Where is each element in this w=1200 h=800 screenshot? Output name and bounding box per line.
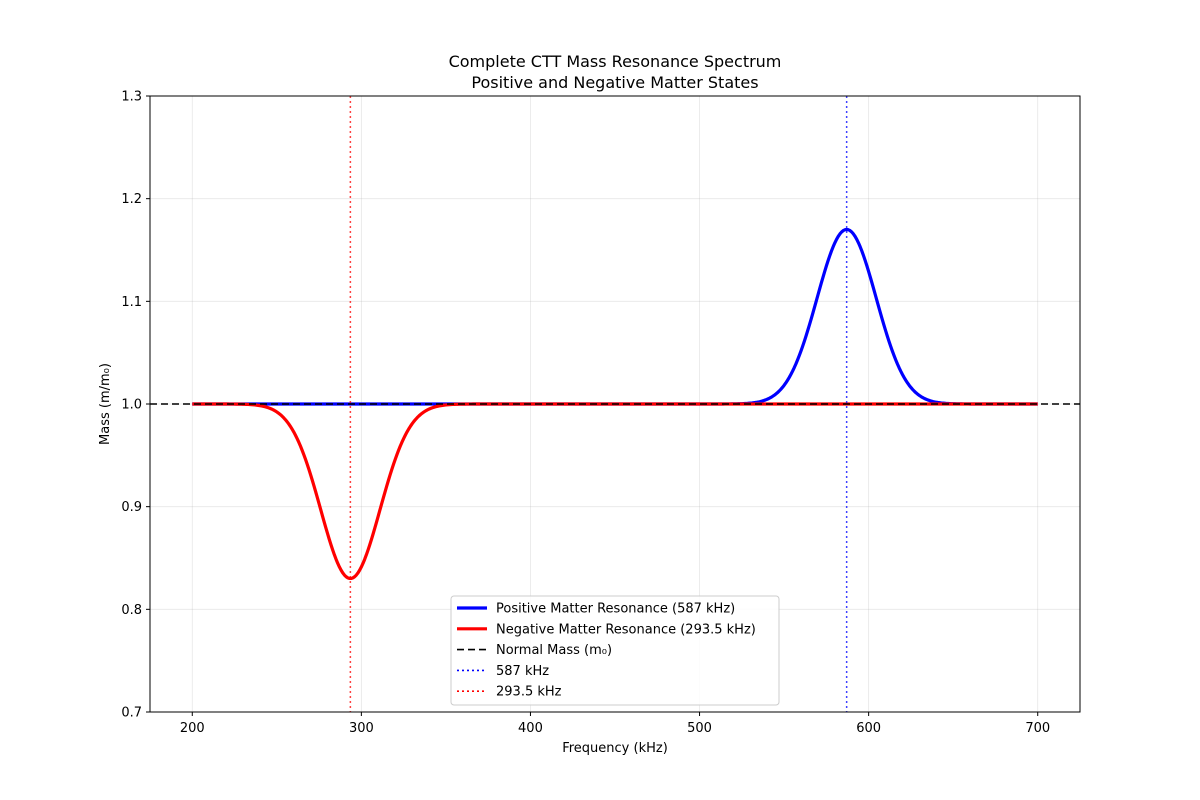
x-tick-label: 400 xyxy=(518,721,543,736)
legend-box xyxy=(450,595,780,706)
y-tick-label: 1.1 xyxy=(121,295,142,310)
legend-entry: 587 kHz xyxy=(496,664,549,679)
legend-entry: Positive Matter Resonance (587 kHz) xyxy=(496,602,735,617)
y-tick-label: 0.9 xyxy=(121,500,142,515)
x-tick-label: 200 xyxy=(180,721,205,736)
y-tick-label: 0.8 xyxy=(121,603,142,618)
x-tick-label: 300 xyxy=(349,721,374,736)
legend-entry: 293.5 kHz xyxy=(496,685,562,700)
x-tick-label: 500 xyxy=(687,721,712,736)
y-tick-label: 1.3 xyxy=(121,90,142,105)
y-tick-label: 1.2 xyxy=(121,192,142,207)
x-tick-label: 700 xyxy=(1025,721,1050,736)
plot-area xyxy=(150,96,1080,712)
y-tick-label: 0.7 xyxy=(121,706,142,721)
x-axis-label: Frequency (kHz) xyxy=(562,741,668,756)
legend-entry: Negative Matter Resonance (293.5 kHz) xyxy=(496,622,756,637)
axis-ticks: 200 300 400 500 600 700 0.7 0.8 0.9 1.0 1.1 1.2 1.3 xyxy=(121,90,1050,737)
legend: Positive Matter Resonance (587 kHz) Negat… xyxy=(450,595,780,706)
x-tick-label: 600 xyxy=(856,721,881,736)
chart-title: Complete CTT Mass Resonance Spectrum xyxy=(449,52,782,71)
legend-entry: Normal Mass (m₀) xyxy=(496,643,612,658)
y-tick-label: 1.0 xyxy=(121,398,142,413)
y-axis-label: Mass (m/m₀) xyxy=(98,363,113,445)
chart-subtitle: Positive and Negative Matter States xyxy=(471,73,758,92)
